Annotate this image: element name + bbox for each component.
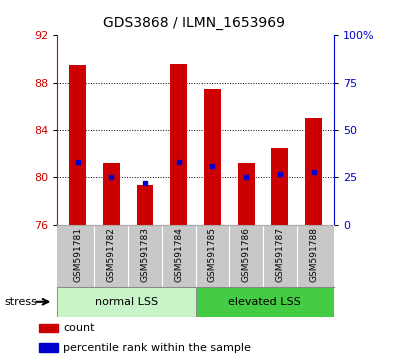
Text: GSM591786: GSM591786 <box>242 227 250 282</box>
Text: stress: stress <box>4 297 37 307</box>
Text: percentile rank within the sample: percentile rank within the sample <box>63 343 251 353</box>
Text: GSM591788: GSM591788 <box>309 227 318 282</box>
Bar <box>305 118 322 225</box>
Text: GSM591783: GSM591783 <box>141 227 149 282</box>
Text: count: count <box>63 323 94 333</box>
Text: GSM591784: GSM591784 <box>174 227 183 282</box>
Bar <box>238 163 254 225</box>
Bar <box>204 88 221 225</box>
Text: normal LSS: normal LSS <box>95 297 158 307</box>
Bar <box>137 184 153 225</box>
Bar <box>39 343 58 352</box>
Bar <box>69 65 86 225</box>
Text: GSM591787: GSM591787 <box>275 227 284 282</box>
Bar <box>196 287 334 317</box>
Bar <box>271 148 288 225</box>
Text: GSM591785: GSM591785 <box>208 227 217 282</box>
Text: GSM591781: GSM591781 <box>73 227 82 282</box>
Text: GSM591782: GSM591782 <box>107 227 116 282</box>
Text: GDS3868 / ILMN_1653969: GDS3868 / ILMN_1653969 <box>103 16 284 30</box>
Bar <box>57 287 196 317</box>
Bar <box>170 64 187 225</box>
Bar <box>103 163 120 225</box>
Text: elevated LSS: elevated LSS <box>228 297 301 307</box>
Bar <box>39 324 58 332</box>
